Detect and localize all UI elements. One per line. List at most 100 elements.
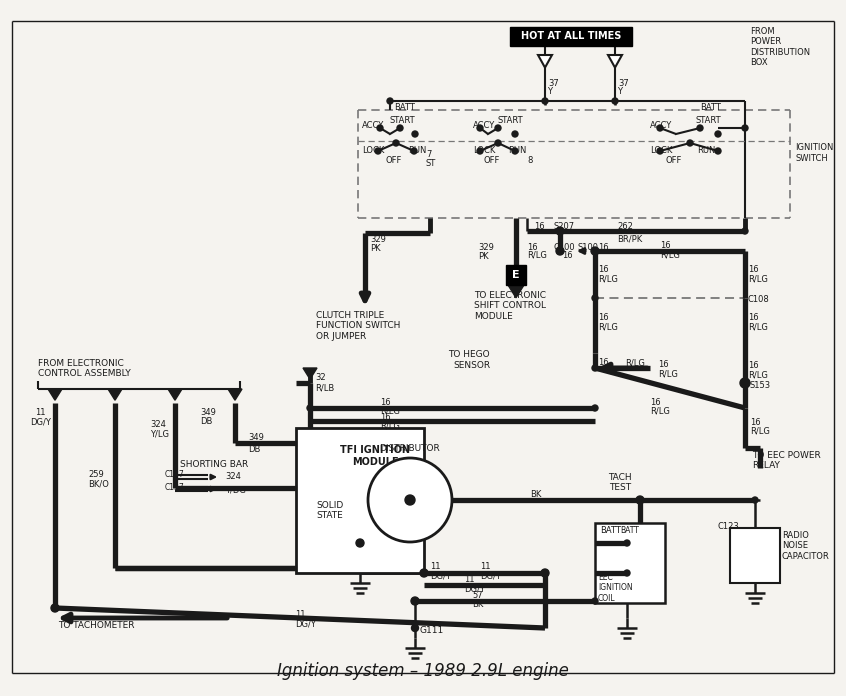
- Text: 349: 349: [248, 433, 264, 442]
- Text: PK: PK: [370, 244, 381, 253]
- Text: 16: 16: [598, 265, 608, 274]
- Circle shape: [307, 405, 313, 411]
- Text: DB: DB: [248, 445, 261, 454]
- Text: R/LG: R/LG: [598, 322, 618, 331]
- Text: TO HEGO
SENSOR: TO HEGO SENSOR: [448, 350, 490, 370]
- Circle shape: [657, 125, 663, 131]
- Circle shape: [636, 496, 644, 504]
- Text: BATT: BATT: [394, 103, 415, 112]
- Polygon shape: [538, 55, 552, 68]
- Polygon shape: [608, 55, 622, 68]
- Text: 37: 37: [618, 79, 629, 88]
- Text: ST: ST: [426, 159, 437, 168]
- Text: 7: 7: [426, 150, 431, 159]
- Text: C137: C137: [165, 470, 184, 479]
- Text: DG/Y: DG/Y: [295, 619, 316, 628]
- Circle shape: [377, 125, 383, 131]
- Text: BK: BK: [472, 600, 483, 609]
- Text: R/LG: R/LG: [748, 370, 768, 379]
- Text: 349: 349: [200, 408, 216, 417]
- Text: BR/PK: BR/PK: [617, 234, 642, 243]
- Circle shape: [411, 624, 419, 631]
- Text: 11: 11: [480, 562, 491, 571]
- Text: 11: 11: [295, 610, 305, 619]
- Text: R/LG: R/LG: [748, 274, 768, 283]
- Text: G111: G111: [420, 626, 444, 635]
- Text: C100: C100: [554, 243, 575, 252]
- Polygon shape: [48, 389, 62, 400]
- Text: SOLID
STATE: SOLID STATE: [316, 501, 343, 521]
- Text: ACCY: ACCY: [473, 121, 495, 130]
- Text: 262: 262: [617, 222, 633, 231]
- Polygon shape: [108, 389, 122, 400]
- Text: Ignition system – 1989 2.9L engine: Ignition system – 1989 2.9L engine: [277, 662, 569, 680]
- Circle shape: [612, 98, 618, 104]
- Text: 16: 16: [750, 418, 761, 427]
- Text: 329: 329: [478, 243, 494, 252]
- Text: BK/O: BK/O: [88, 479, 109, 488]
- Text: BATT: BATT: [700, 103, 721, 112]
- Text: 16: 16: [534, 222, 545, 231]
- Text: 16: 16: [562, 251, 573, 260]
- Circle shape: [697, 125, 703, 131]
- Circle shape: [495, 125, 501, 131]
- Text: R/LG: R/LG: [650, 406, 670, 415]
- Text: 8: 8: [527, 156, 532, 165]
- Text: TO TACHOMETER: TO TACHOMETER: [58, 621, 135, 630]
- Text: TO EEC POWER
RELAY: TO EEC POWER RELAY: [752, 451, 821, 470]
- Circle shape: [512, 148, 518, 154]
- Text: 16: 16: [380, 398, 391, 407]
- Text: DG/Y: DG/Y: [430, 571, 451, 580]
- Text: PK: PK: [478, 252, 489, 261]
- Text: 16: 16: [598, 358, 608, 367]
- Text: S153: S153: [750, 381, 771, 390]
- Text: 11: 11: [430, 562, 441, 571]
- Text: 37: 37: [548, 79, 558, 88]
- Text: R/LG: R/LG: [380, 406, 400, 415]
- Text: 16: 16: [658, 360, 668, 369]
- FancyBboxPatch shape: [506, 265, 526, 285]
- Text: R/LG: R/LG: [527, 251, 547, 260]
- Text: 329: 329: [370, 235, 386, 244]
- Circle shape: [657, 148, 663, 154]
- Text: ACCY: ACCY: [650, 121, 673, 130]
- Circle shape: [687, 140, 693, 146]
- Circle shape: [356, 539, 364, 547]
- Text: OFF: OFF: [385, 156, 401, 165]
- Text: RADIO
NOISE
CAPACITOR: RADIO NOISE CAPACITOR: [782, 531, 830, 561]
- Text: BATT: BATT: [600, 526, 621, 535]
- Text: BK: BK: [530, 490, 541, 499]
- Circle shape: [591, 247, 599, 255]
- Circle shape: [740, 378, 750, 388]
- Text: DG/Y: DG/Y: [480, 571, 501, 580]
- Circle shape: [715, 148, 721, 154]
- Text: C108: C108: [748, 295, 770, 304]
- Circle shape: [405, 495, 415, 505]
- Text: EEC
IGNITION
COIL: EEC IGNITION COIL: [598, 573, 633, 603]
- Text: R/LG: R/LG: [750, 426, 770, 435]
- Circle shape: [541, 569, 549, 577]
- Polygon shape: [303, 368, 317, 379]
- Circle shape: [411, 597, 419, 605]
- Circle shape: [556, 227, 564, 235]
- Text: R/LG: R/LG: [658, 369, 678, 378]
- Text: FROM
POWER
DISTRIBUTION
BOX: FROM POWER DISTRIBUTION BOX: [750, 27, 810, 68]
- Text: 16: 16: [527, 243, 537, 252]
- Text: 16: 16: [650, 398, 661, 407]
- Text: TFI IGNITION
MODULE: TFI IGNITION MODULE: [340, 445, 410, 466]
- Polygon shape: [508, 285, 524, 298]
- Circle shape: [624, 540, 630, 546]
- Circle shape: [375, 148, 381, 154]
- Text: OFF: OFF: [483, 156, 499, 165]
- Text: C123: C123: [718, 522, 739, 531]
- Text: R/LG: R/LG: [380, 421, 400, 430]
- Circle shape: [477, 148, 483, 154]
- FancyBboxPatch shape: [595, 523, 665, 603]
- Circle shape: [592, 405, 598, 411]
- Text: RUN: RUN: [508, 146, 526, 155]
- Circle shape: [477, 125, 483, 131]
- Text: RUN: RUN: [408, 146, 426, 155]
- Circle shape: [715, 131, 721, 137]
- FancyBboxPatch shape: [510, 27, 632, 46]
- Text: START: START: [695, 116, 721, 125]
